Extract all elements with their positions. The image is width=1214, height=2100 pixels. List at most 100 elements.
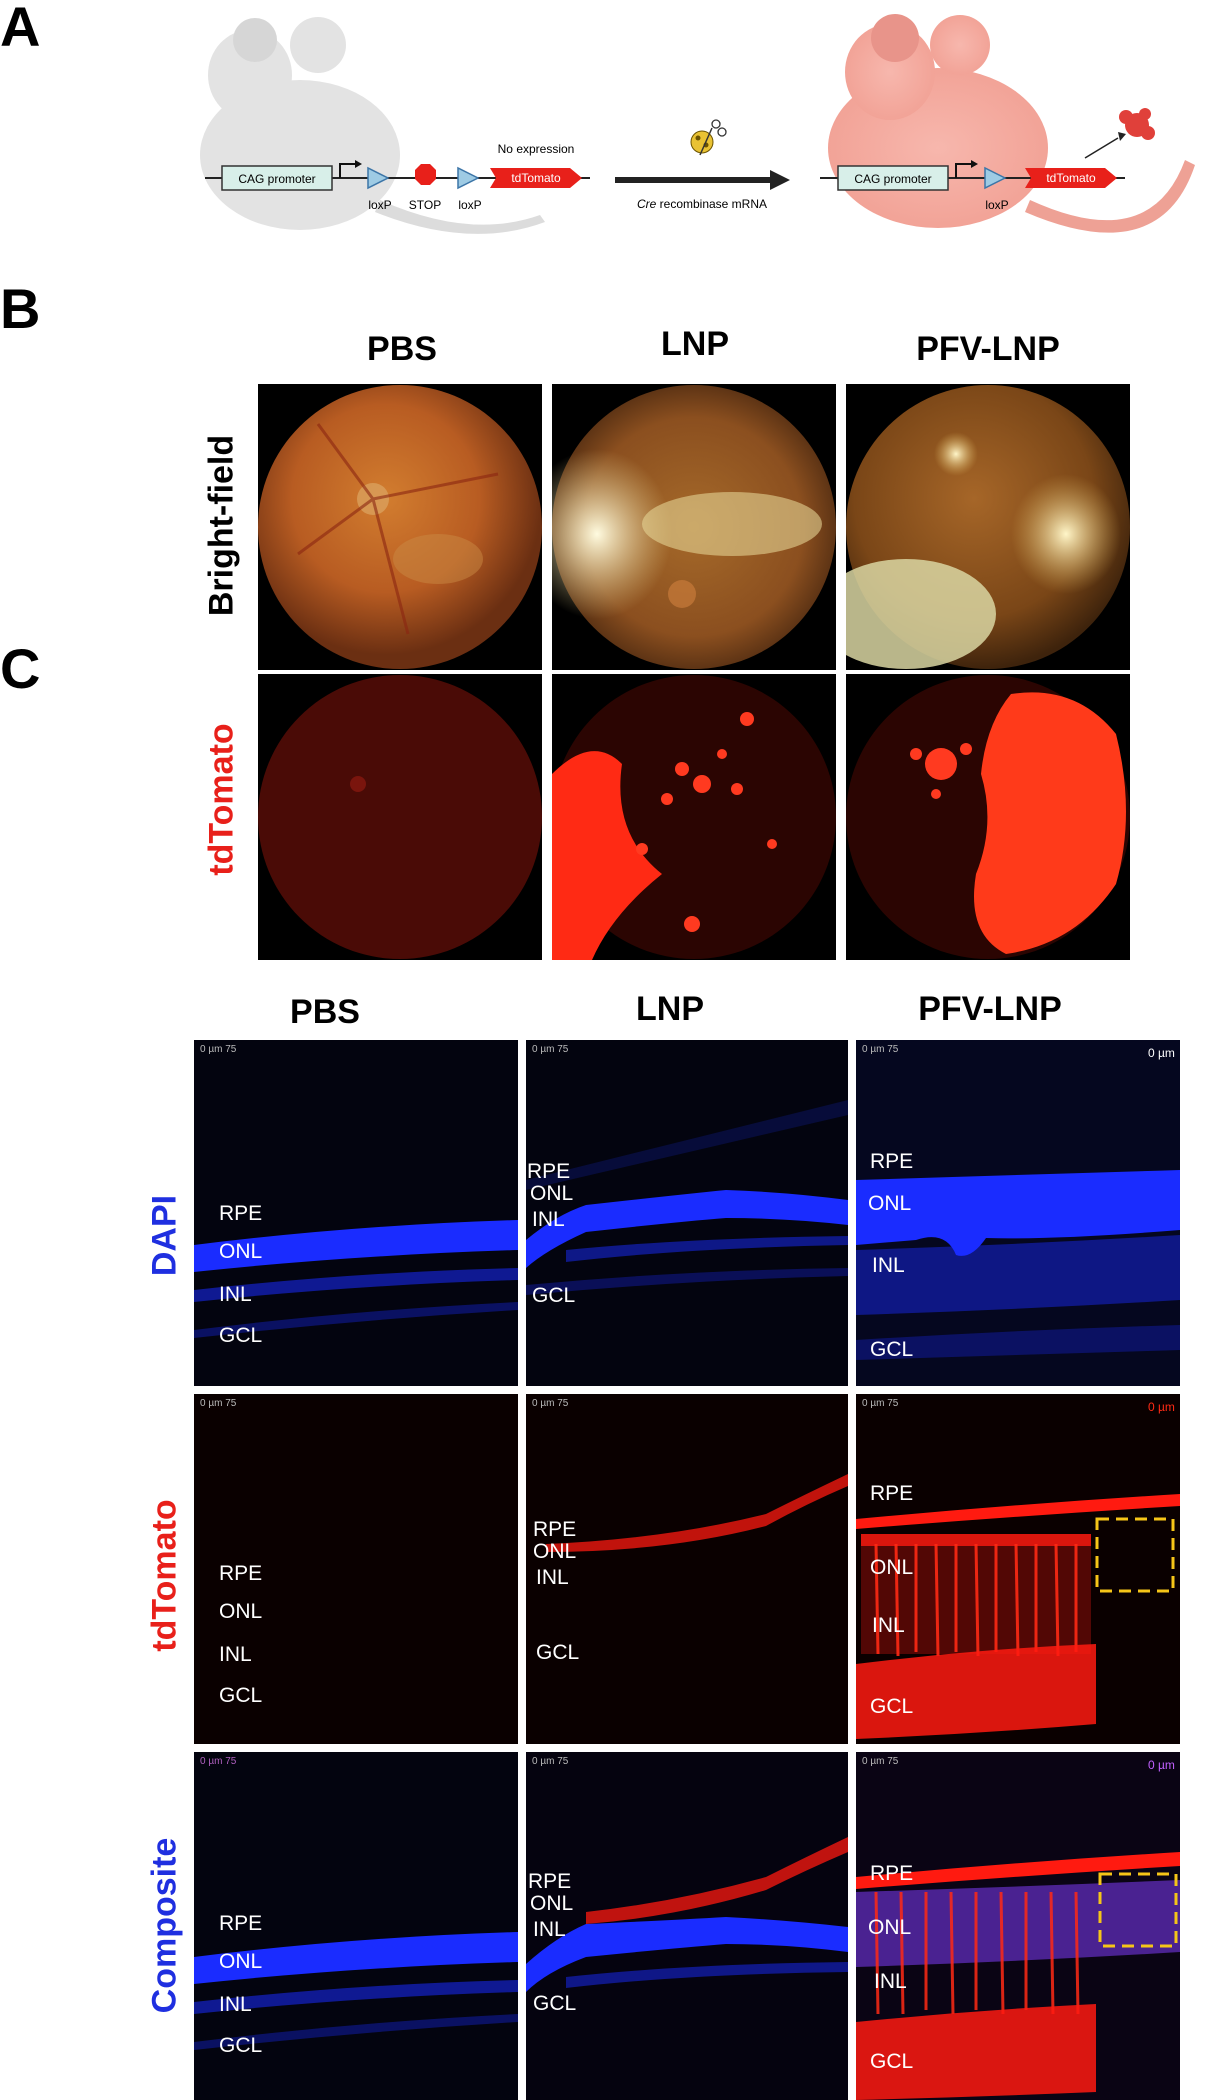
layer-label-rpe: RPE — [219, 1562, 263, 1585]
corner-scale-text: 0 µm — [1148, 1758, 1175, 1772]
scalebar-text: 0 µm 75 — [200, 1756, 237, 1767]
loxp-left-1-icon — [367, 166, 390, 190]
tdtomato-right-arrow — [1025, 168, 1117, 188]
section-composite-pbs — [194, 1752, 518, 2100]
loxp-right-text: loxP — [985, 198, 1008, 212]
layer-label-onl: ONL — [870, 1556, 914, 1579]
section-col-head-pbs: PBS — [290, 993, 360, 1031]
section-tdtomato-pbs — [194, 1394, 518, 1744]
scalebar-text: 0 µm 75 — [862, 1398, 899, 1409]
lnp-scissors-icon — [690, 119, 727, 156]
section-row-head-dapi: DAPI — [145, 1194, 184, 1277]
layer-label-rpe: RPE — [527, 1160, 571, 1183]
promoter-arrow-right-icon — [955, 163, 971, 178]
layer-label-rpe: RPE — [219, 1912, 263, 1935]
cre-recombinase-text: Cre recombinase mRNA — [637, 197, 767, 211]
layer-label-rpe: RPE — [528, 1870, 572, 1893]
tdtomato-left-text: tdTomato — [511, 171, 561, 185]
layer-label-onl: ONL — [219, 1240, 263, 1263]
layer-label-rpe: RPE — [533, 1518, 577, 1541]
tdtomato-left-arrow — [490, 168, 582, 188]
section-composite-lnp — [526, 1752, 848, 2100]
layer-label-rpe: RPE — [870, 1862, 914, 1885]
section-dapi-pfv-lnp — [856, 1040, 1180, 1386]
layer-label-rpe: RPE — [219, 1202, 263, 1225]
cag-promoter-right-box: CAG promoter — [837, 165, 949, 191]
layer-label-inl: INL — [874, 1970, 907, 1993]
corner-scale-text: 0 µm — [1148, 1400, 1175, 1414]
fundus-tdtomato-lnp — [552, 674, 836, 960]
layer-label-onl: ONL — [530, 1182, 574, 1205]
scalebar-text: 0 µm 75 — [532, 1044, 569, 1055]
section-tdtomato-pfv-lnp — [856, 1394, 1180, 1744]
layer-label-gcl: GCL — [870, 1338, 914, 1361]
scalebar-text: 0 µm 75 — [532, 1398, 569, 1409]
section-row-head-composite: Composite — [145, 1837, 184, 2014]
layer-label-onl: ONL — [868, 1192, 912, 1215]
layer-label-gcl: GCL — [219, 2034, 263, 2057]
layer-label-gcl: GCL — [532, 1284, 576, 1307]
scalebar-text: 0 µm 75 — [862, 1044, 899, 1055]
section-row-head-tdtomato: tdTomato — [145, 1499, 184, 1652]
cag-promoter-right-text: CAG promoter — [854, 172, 931, 186]
section-dapi-pbs — [194, 1040, 518, 1386]
layer-label-inl: INL — [219, 1643, 252, 1666]
layer-label-onl: ONL — [868, 1916, 912, 1939]
cag-promoter-left-text: CAG promoter — [238, 172, 315, 186]
layer-label-onl: ONL — [219, 1600, 263, 1623]
scalebar-text: 0 µm 75 — [200, 1398, 237, 1409]
loxp-left-1-text: loxP — [368, 198, 391, 212]
section-col-head-lnp: LNP — [636, 990, 704, 1028]
layer-label-inl: INL — [536, 1566, 569, 1589]
section-tdtomato-lnp — [526, 1394, 848, 1744]
layer-label-inl: INL — [219, 1283, 252, 1306]
layer-label-gcl: GCL — [870, 1695, 914, 1718]
layer-label-gcl: GCL — [533, 1992, 577, 2015]
fundus-row-head-tdtomato: tdTomato — [202, 723, 241, 876]
fundus-col-head-pfv-lnp: PFV-LNP — [916, 330, 1060, 368]
layer-label-gcl: GCL — [870, 2050, 914, 2073]
mouse-grey-icon — [200, 17, 545, 234]
fundus-col-head-pbs: PBS — [367, 330, 437, 368]
layer-label-inl: INL — [533, 1918, 566, 1941]
fundus-tdtomato-pfv-lnp — [846, 674, 1130, 960]
stop-text: STOP — [409, 198, 441, 212]
no-expression-text: No expression — [498, 142, 575, 156]
layer-label-gcl: GCL — [219, 1684, 263, 1707]
layer-label-inl: INL — [219, 1993, 252, 2016]
layer-label-onl: ONL — [533, 1540, 577, 1563]
fundus-tdtomato-pbs — [258, 674, 542, 960]
section-dapi-lnp — [526, 1040, 848, 1386]
section-composite-pfv-lnp — [856, 1752, 1180, 2100]
layer-label-onl: ONL — [219, 1950, 263, 1973]
loxp-left-2-icon — [457, 166, 480, 190]
highlight-box-tdtomato — [1095, 1517, 1175, 1593]
fundus-brightfield-pfv-lnp — [846, 384, 1130, 670]
tdtomato-protein-icon — [1119, 108, 1155, 140]
scalebar-text: 0 µm 75 — [532, 1756, 569, 1767]
layer-label-inl: INL — [532, 1208, 565, 1231]
layer-label-inl: INL — [872, 1614, 905, 1637]
layer-label-gcl: GCL — [536, 1641, 580, 1664]
loxp-right-icon — [984, 166, 1007, 190]
layer-label-onl: ONL — [530, 1892, 574, 1915]
fundus-brightfield-lnp — [552, 384, 836, 670]
cag-promoter-left-box: CAG promoter — [221, 165, 333, 191]
highlight-box-composite — [1098, 1872, 1178, 1948]
layer-label-rpe: RPE — [870, 1482, 914, 1505]
layer-label-rpe: RPE — [870, 1150, 914, 1173]
panel-letter-a: A — [0, 0, 41, 58]
section-col-head-pfv-lnp: PFV-LNP — [918, 990, 1062, 1028]
loxp-left-2-text: loxP — [458, 198, 481, 212]
stop-octagon-icon — [415, 164, 436, 185]
panel-letter-c: C — [0, 637, 41, 700]
layer-label-inl: INL — [872, 1254, 905, 1277]
scalebar-text: 0 µm 75 — [862, 1756, 899, 1767]
fundus-brightfield-pbs — [258, 384, 542, 670]
tdtomato-right-text: tdTomato — [1046, 171, 1096, 185]
schematic-diagram: CAG promoter tdTomato loxP STOP loxP No … — [200, 14, 1195, 234]
corner-scale-text: 0 µm — [1148, 1046, 1175, 1060]
scalebar-text: 0 µm 75 — [200, 1044, 237, 1055]
panel-letter-b: B — [0, 277, 41, 340]
fundus-row-head-bright-field: Bright-field — [202, 434, 241, 617]
